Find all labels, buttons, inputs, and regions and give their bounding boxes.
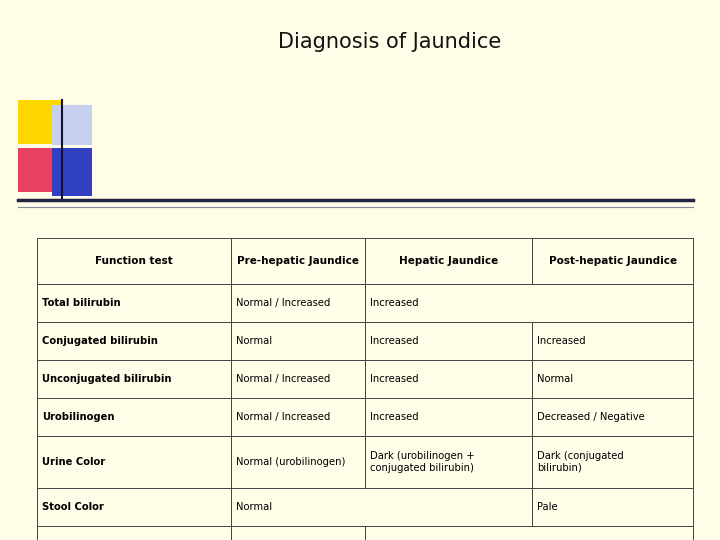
Text: Hepatic Jaundice: Hepatic Jaundice [399,256,498,266]
Text: Urine Color: Urine Color [42,457,105,467]
Text: Increased: Increased [370,336,418,346]
Text: Dark (urobilinogen +
conjugated bilirubin): Dark (urobilinogen + conjugated bilirubi… [370,451,474,473]
Text: Normal (urobilinogen): Normal (urobilinogen) [235,457,345,467]
Text: Normal: Normal [235,502,271,512]
Text: Increased: Increased [370,412,418,422]
Text: Normal / Increased: Normal / Increased [235,298,330,308]
Text: Normal: Normal [537,374,573,384]
Text: Increased: Increased [370,298,418,308]
Text: Pale: Pale [537,502,558,512]
Text: Unconjugated bilirubin: Unconjugated bilirubin [42,374,171,384]
Text: Normal: Normal [235,336,271,346]
Text: Increased: Increased [537,336,586,346]
Text: Urobilinogen: Urobilinogen [42,412,114,422]
Text: Total bilirubin: Total bilirubin [42,298,121,308]
Text: Diagnosis of Jaundice: Diagnosis of Jaundice [279,32,502,52]
Text: Increased: Increased [370,374,418,384]
Text: Pre-hepatic Jaundice: Pre-hepatic Jaundice [237,256,359,266]
Text: Stool Color: Stool Color [42,502,104,512]
Text: Conjugated bilirubin: Conjugated bilirubin [42,336,158,346]
Text: Dark (conjugated
bilirubin): Dark (conjugated bilirubin) [537,451,624,473]
Text: Function test: Function test [95,256,173,266]
Text: Decreased / Negative: Decreased / Negative [537,412,645,422]
Text: Normal / Increased: Normal / Increased [235,374,330,384]
Text: Normal / Increased: Normal / Increased [235,412,330,422]
Text: Post-hepatic Jaundice: Post-hepatic Jaundice [549,256,677,266]
